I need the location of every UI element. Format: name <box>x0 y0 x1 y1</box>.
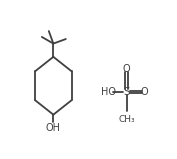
Text: O: O <box>123 64 131 74</box>
Text: HO: HO <box>101 87 116 97</box>
Text: S: S <box>124 87 130 97</box>
Text: CH₃: CH₃ <box>118 115 135 124</box>
Text: O: O <box>141 87 149 97</box>
Text: OH: OH <box>46 123 61 133</box>
